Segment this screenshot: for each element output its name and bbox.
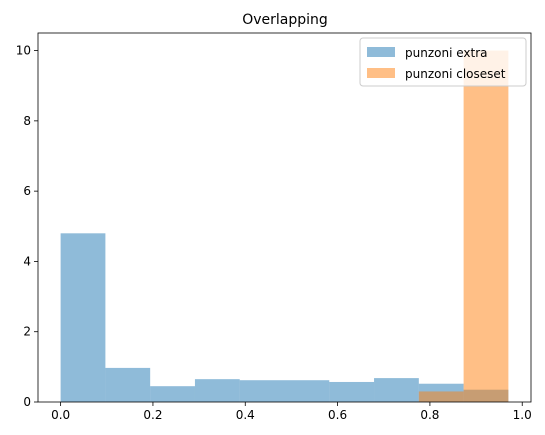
bar-series0-3 xyxy=(194,379,240,402)
bar-series0-6 xyxy=(329,381,375,402)
x-tick-label: 0.8 xyxy=(420,408,439,422)
bar-series0-1 xyxy=(105,367,151,402)
y-tick-label: 0 xyxy=(23,395,31,409)
bar-series0-7 xyxy=(374,378,419,402)
bar-series1-0 xyxy=(418,391,464,402)
legend-swatch-0 xyxy=(367,47,395,57)
x-tick-label: 1.0 xyxy=(513,408,532,422)
x-tick-label: 0.4 xyxy=(236,408,255,422)
plot-frame xyxy=(37,32,532,403)
x-tick-label: 0.0 xyxy=(51,408,70,422)
bar-series0-4 xyxy=(239,380,285,402)
x-tick-label: 0.6 xyxy=(328,408,347,422)
chart-legend: punzoni extra punzoni closeset xyxy=(359,37,527,87)
x-tick-label: 0.2 xyxy=(143,408,162,422)
axes-layer: 0.0 0.2 0.4 0.6 0.8 1.0 0 2 4 6 8 10 xyxy=(16,32,532,422)
bar-series0-0 xyxy=(60,233,106,402)
y-tick-label: 4 xyxy=(23,254,31,268)
legend-swatch-1 xyxy=(367,68,395,78)
legend-box xyxy=(359,37,527,87)
y-tick-label: 8 xyxy=(23,114,31,128)
legend-label-1: punzoni closeset xyxy=(405,67,506,81)
chart-title: Overlapping xyxy=(242,12,328,28)
bar-series0-2 xyxy=(150,386,195,402)
y-tick-label: 6 xyxy=(23,184,31,198)
y-tick-label: 10 xyxy=(16,44,31,58)
legend-label-0: punzoni extra xyxy=(405,46,488,60)
y-tick-label: 2 xyxy=(23,325,31,339)
bars-layer xyxy=(60,50,509,402)
bar-series1-1 xyxy=(463,50,509,402)
bar-series0-5 xyxy=(284,380,330,402)
